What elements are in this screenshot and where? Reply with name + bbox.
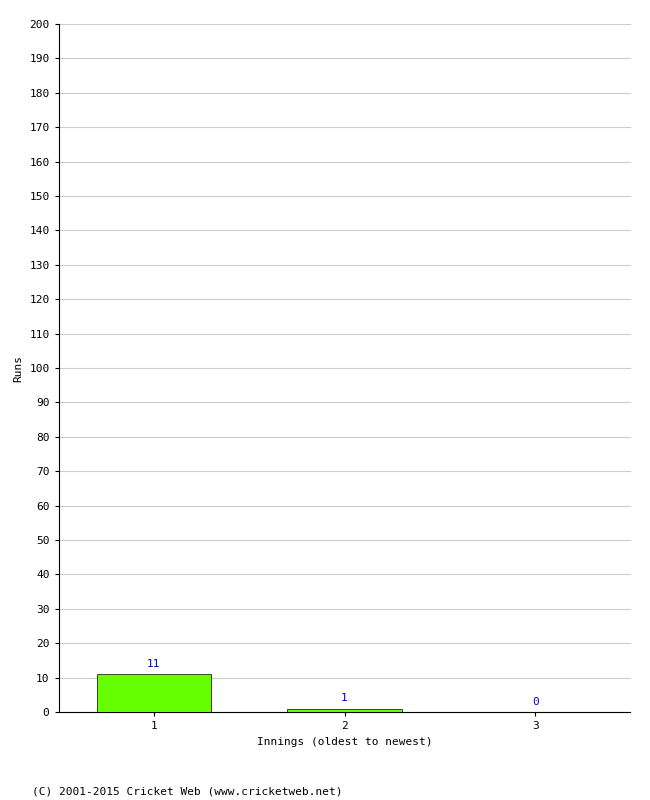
Text: 1: 1	[341, 694, 348, 703]
Y-axis label: Runs: Runs	[14, 354, 23, 382]
Bar	[97, 674, 211, 712]
Text: (C) 2001-2015 Cricket Web (www.cricketweb.net): (C) 2001-2015 Cricket Web (www.cricketwe…	[32, 786, 343, 796]
Text: 11: 11	[147, 659, 161, 669]
Text: 0: 0	[532, 697, 539, 707]
Bar	[287, 709, 402, 712]
X-axis label: Innings (oldest to newest): Innings (oldest to newest)	[257, 737, 432, 746]
